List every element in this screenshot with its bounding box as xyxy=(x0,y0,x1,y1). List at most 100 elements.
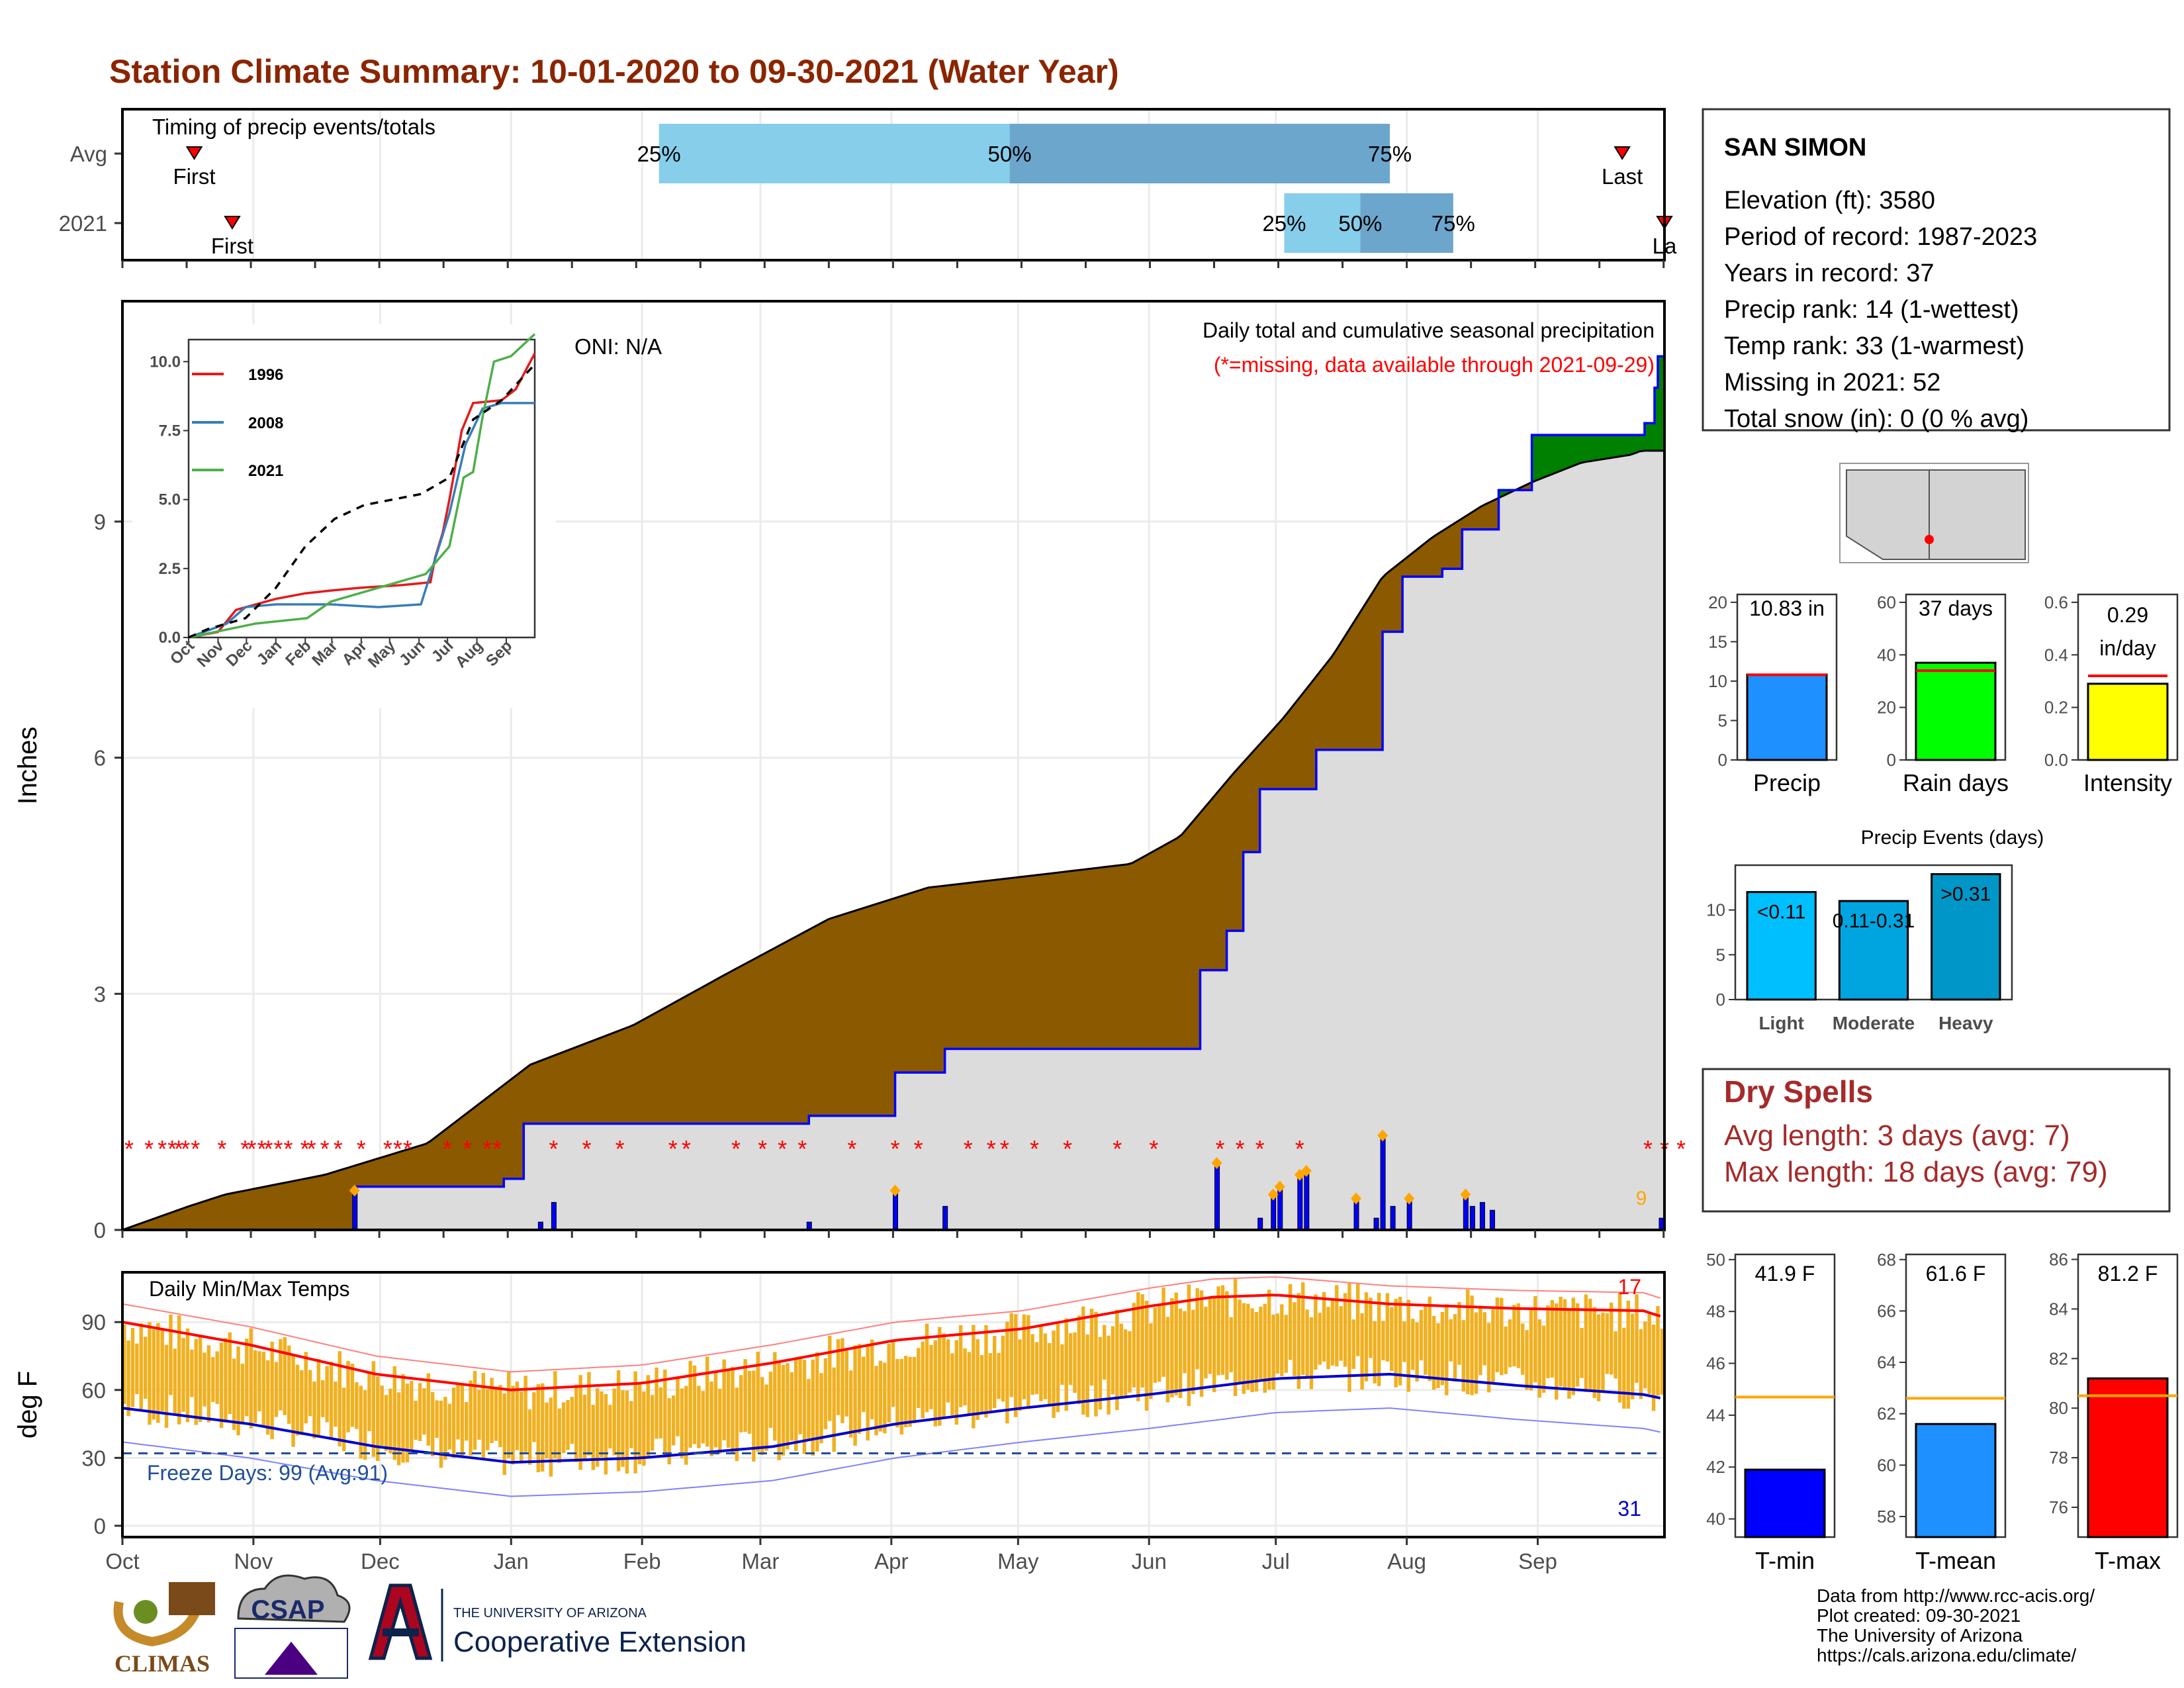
daily-temp-bar xyxy=(1123,1329,1128,1396)
daily-temp-bar xyxy=(1250,1308,1254,1392)
daily-temp-bar xyxy=(341,1387,346,1452)
missing-marker: * xyxy=(403,1135,412,1162)
daily-temp-bar xyxy=(764,1384,768,1451)
daily-temp-bar xyxy=(316,1358,321,1436)
daily-temp-bar xyxy=(215,1351,219,1404)
ua-small-text: THE UNIVERSITY OF ARIZONA xyxy=(453,1606,647,1620)
event-diamond xyxy=(1377,1129,1388,1142)
inset-series-line-2021 xyxy=(188,333,536,639)
daily-temp-bar xyxy=(396,1392,401,1466)
timing-title: Timing of precip events/totals xyxy=(152,115,435,139)
event-category-label: Moderate xyxy=(1833,1013,1915,1033)
daily-temp-bar xyxy=(511,1385,515,1465)
first-label: First xyxy=(211,234,253,258)
daily-temp-bar xyxy=(308,1370,312,1417)
missing-marker: * xyxy=(263,1135,273,1162)
mini-ytick-label: 44 xyxy=(1706,1405,1725,1425)
daily-temp-bar xyxy=(1233,1278,1238,1397)
station-name: SAN SIMON xyxy=(1724,134,1866,162)
daily-temp-bar xyxy=(1153,1307,1158,1383)
daily-temp-bar xyxy=(1280,1304,1284,1377)
daily-temp-bar xyxy=(1356,1284,1360,1356)
daily-temp-bar xyxy=(1068,1333,1073,1385)
missing-marker: * xyxy=(615,1135,625,1162)
missing-marker: * xyxy=(492,1135,502,1162)
daily-temp-bar xyxy=(139,1323,143,1412)
event-bar-label: 0.11-0.31 xyxy=(1833,910,1915,932)
daily-temp-bar xyxy=(190,1349,194,1397)
daily-temp-bar xyxy=(257,1351,261,1412)
month-label: Feb xyxy=(623,1549,661,1573)
event-diamond xyxy=(349,1184,360,1197)
daily-temp-bar xyxy=(126,1340,130,1417)
mini-bar-precip xyxy=(1746,673,1828,761)
daily-temp-bar xyxy=(942,1333,946,1419)
daily-temp-bar xyxy=(1630,1313,1635,1399)
daily-temp-bar xyxy=(405,1383,410,1463)
daily-temp-bar xyxy=(743,1359,747,1432)
daily-temp-bar xyxy=(633,1371,637,1474)
missing-marker: * xyxy=(300,1135,310,1162)
daily-temp-bar xyxy=(465,1401,469,1441)
ua-a-icon xyxy=(368,1583,433,1660)
inset-ytick-label: 7.5 xyxy=(159,422,181,440)
chart-title: Station Climate Summary: 10-01-2020 to 0… xyxy=(109,53,1119,90)
daily-temp-bar xyxy=(790,1372,794,1441)
timing-row-label: Avg xyxy=(70,142,107,166)
timing-quantile-label: 50% xyxy=(1338,211,1382,236)
daily-temp-bar xyxy=(1373,1321,1377,1383)
timing-row-label: 2021 xyxy=(59,211,107,236)
timing-panel: Timing of precip events/totals Avg 25% 50% 7… xyxy=(59,108,1677,268)
daily-temp-bar xyxy=(164,1344,169,1428)
missing-marker: * xyxy=(393,1135,402,1162)
daily-temp-bar xyxy=(752,1370,756,1462)
month-label: Jun xyxy=(1132,1549,1167,1573)
daily-temp-bar xyxy=(819,1373,823,1444)
daily-precip-bar xyxy=(893,1190,899,1230)
daily-temp-bar xyxy=(836,1339,841,1415)
credit-line: https://cals.arizona.edu/climate/ xyxy=(1817,1645,2076,1665)
precip-ytick-label: 6 xyxy=(94,746,106,771)
daily-temp-bar xyxy=(566,1399,570,1450)
daily-precip-bar xyxy=(537,1221,543,1230)
daily-temp-bar xyxy=(828,1336,832,1421)
daily-temp-bar xyxy=(954,1340,958,1425)
mini-ytick-label: 64 xyxy=(1877,1352,1896,1372)
missing-marker: * xyxy=(320,1135,330,1162)
daily-temp-bar xyxy=(490,1378,494,1444)
credit-line: The University of Arizona xyxy=(1817,1625,2023,1646)
mini-ytick-label: 0.0 xyxy=(2044,750,2068,770)
station-info-box: SAN SIMON Elevation (ft): 3580 Period of r… xyxy=(1702,108,2171,433)
precip-ytick-label: 0 xyxy=(94,1218,106,1243)
daily-temp-bar xyxy=(1639,1329,1643,1399)
daily-temp-bar xyxy=(1622,1327,1626,1409)
missing-marker: * xyxy=(181,1135,190,1162)
daily-temp-bar xyxy=(1465,1289,1470,1395)
first-label: First xyxy=(173,164,215,189)
daily-temp-bar xyxy=(1208,1297,1212,1374)
mini-category-label: Rain days xyxy=(1903,769,2009,796)
daily-temp-bar xyxy=(169,1314,173,1395)
daily-temp-bar xyxy=(587,1372,591,1456)
daily-temp-bar xyxy=(545,1402,549,1459)
daily-temp-bar xyxy=(1351,1319,1356,1369)
daily-temp-bar xyxy=(443,1397,447,1460)
temp-stats-panel: 40 42 44 46 48 50 41.9 F T-min 58 60 62 64 66 68 61.6 … xyxy=(1706,1249,2179,1574)
temp-category-label: T-max xyxy=(2095,1547,2161,1574)
daily-temp-bar xyxy=(520,1391,523,1463)
daily-temp-bar xyxy=(1149,1323,1153,1399)
month-label: Jul xyxy=(1262,1549,1290,1573)
precip-gray-fill xyxy=(122,450,1664,1230)
daily-temp-bar xyxy=(1584,1294,1588,1392)
inset-series-line-1996 xyxy=(188,353,536,639)
mini-ytick-label: 60 xyxy=(1877,1455,1896,1475)
daily-precip-bar xyxy=(1304,1170,1310,1230)
events-title: Precip Events (days) xyxy=(1861,827,2044,849)
daily-precip-bar xyxy=(352,1190,358,1230)
daily-temp-bar xyxy=(1242,1303,1246,1394)
daily-temp-bar xyxy=(972,1325,976,1429)
mini-ytick-label: 76 xyxy=(2049,1497,2068,1517)
daily-temp-bar xyxy=(1406,1299,1411,1392)
daily-temp-bar xyxy=(304,1352,308,1424)
daily-temp-bar xyxy=(731,1366,735,1453)
